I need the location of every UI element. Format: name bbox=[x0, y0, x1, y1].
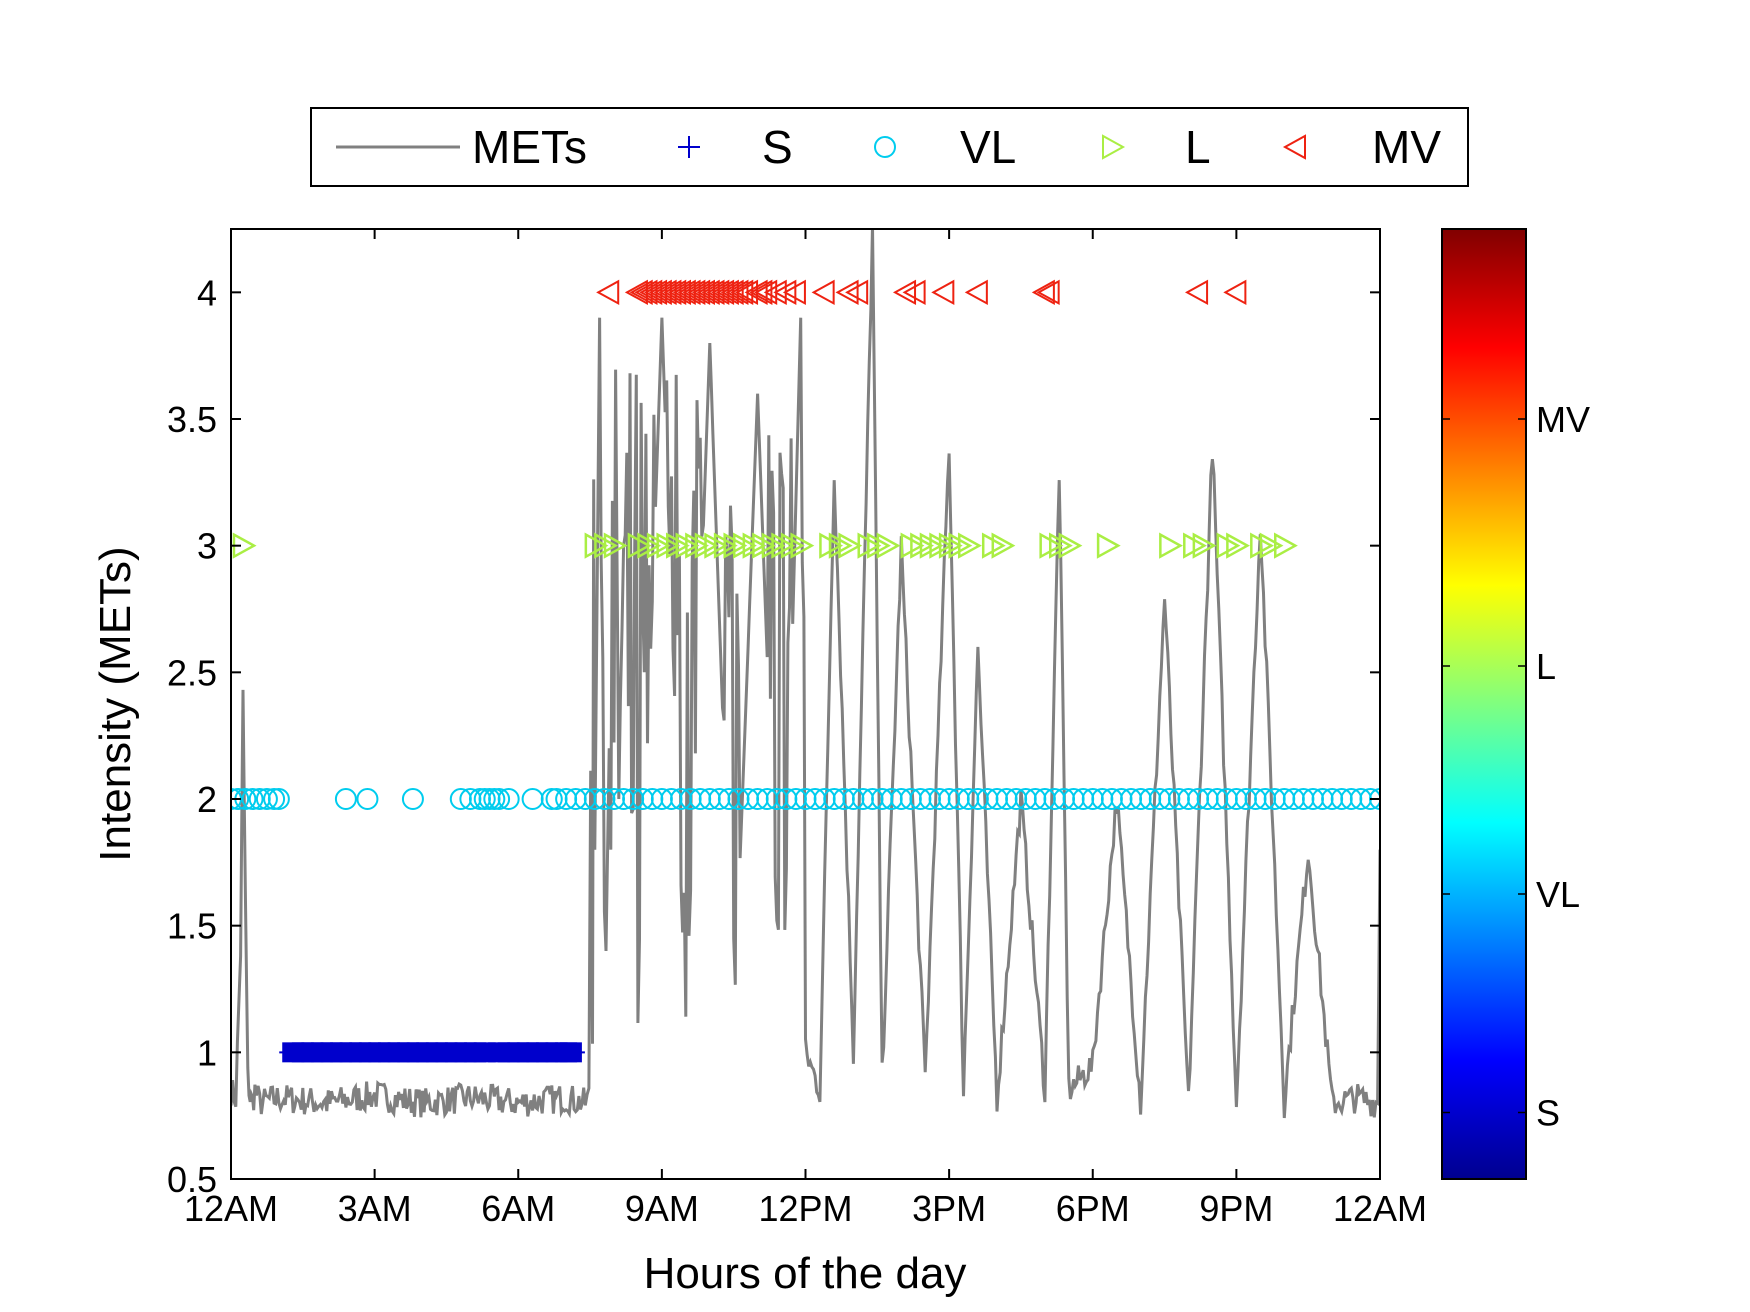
y-tick-label: 3 bbox=[197, 526, 217, 567]
marker-mv-point bbox=[845, 279, 869, 306]
colorbar-gradient bbox=[1441, 228, 1527, 1180]
marker-l-point bbox=[1159, 532, 1183, 559]
colorbar-labels: MV L VL S bbox=[1442, 399, 1590, 1134]
marker-mv-point bbox=[811, 279, 835, 306]
legend-box bbox=[310, 107, 1469, 187]
marker-mv-point bbox=[773, 279, 797, 306]
marker-vl-point bbox=[231, 788, 250, 810]
marker-mv-point bbox=[1031, 279, 1055, 306]
colorbar-label: S bbox=[1536, 1093, 1560, 1134]
legend-triangle-right-marker bbox=[1102, 134, 1126, 160]
y-tick-label: 3.5 bbox=[167, 399, 217, 440]
colorbar-label: VL bbox=[1536, 874, 1580, 915]
colorbar: MV L VL S bbox=[1441, 228, 1590, 1180]
y-axis: 0.5 1 1.5 2 2.5 3 3.5 4 bbox=[167, 272, 1380, 1200]
mets-line bbox=[231, 229, 1380, 1120]
legend-label-l: L bbox=[1185, 121, 1211, 173]
x-tick-label: 9AM bbox=[625, 1188, 699, 1229]
legend-label-vl: VL bbox=[960, 121, 1016, 173]
marker-series-mv bbox=[596, 279, 1247, 306]
colorbar-label: L bbox=[1536, 646, 1556, 687]
x-axis: 12AM 3AM 6AM 9AM 12PM 3PM 6PM 9PM 12AM bbox=[184, 229, 1427, 1229]
marker-l-point bbox=[1226, 532, 1250, 559]
marker-series-l bbox=[232, 532, 1298, 559]
legend: METs S VL L MV bbox=[310, 107, 1469, 187]
marker-vl-point bbox=[356, 788, 379, 810]
x-tick-label: 12AM bbox=[1333, 1188, 1427, 1229]
marker-mv-point bbox=[596, 279, 620, 306]
x-tick-label: 12PM bbox=[758, 1188, 852, 1229]
marker-mv-point bbox=[720, 279, 744, 306]
marker-mv-point bbox=[931, 279, 955, 306]
y-tick-label: 4 bbox=[197, 272, 217, 313]
marker-l-point bbox=[1259, 532, 1284, 559]
marker-vl-point bbox=[483, 788, 506, 810]
y-tick-label: 1.5 bbox=[167, 906, 217, 947]
marker-vl-point bbox=[473, 788, 496, 810]
legend-circle-marker bbox=[874, 136, 896, 158]
series-layer bbox=[231, 229, 1380, 1120]
marker-l-point bbox=[991, 532, 1016, 559]
marker-l-point bbox=[1274, 532, 1298, 559]
marker-vl-point bbox=[488, 788, 511, 810]
x-tick-label: 9PM bbox=[1199, 1188, 1273, 1229]
marker-mv-point bbox=[749, 279, 773, 306]
colorbar-label: MV bbox=[1536, 399, 1590, 440]
marker-vl-point bbox=[263, 788, 286, 810]
x-tick-label: 6AM bbox=[481, 1188, 555, 1229]
marker-mv-point bbox=[892, 279, 917, 306]
marker-s-point bbox=[556, 1042, 585, 1063]
marker-layer bbox=[231, 279, 1380, 1063]
marker-vl-point bbox=[1359, 788, 1380, 810]
marker-mv-point bbox=[1036, 279, 1060, 306]
marker-l-point bbox=[1058, 532, 1083, 559]
marker-vl-point bbox=[241, 788, 264, 810]
marker-vl-point bbox=[255, 788, 278, 810]
marker-l-point bbox=[1096, 532, 1121, 559]
legend-plus-marker bbox=[678, 136, 700, 158]
legend-triangle-left-marker bbox=[1282, 134, 1306, 160]
x-tick-label: 3AM bbox=[338, 1188, 412, 1229]
legend-label-mv: MV bbox=[1372, 121, 1441, 173]
marker-vl-point bbox=[540, 788, 563, 810]
marker-l-point bbox=[838, 532, 863, 559]
marker-vl-point bbox=[334, 788, 357, 810]
marker-l-point bbox=[1192, 532, 1217, 559]
y-tick-label: 1 bbox=[197, 1032, 217, 1073]
legend-label-s: S bbox=[762, 121, 793, 173]
marker-vl-point bbox=[267, 788, 290, 810]
y-axis-label: Intensity (METs) bbox=[91, 546, 140, 861]
marker-series-s bbox=[279, 1042, 585, 1063]
x-axis-label: Hours of the day bbox=[644, 1249, 967, 1298]
legend-label-mets: METs bbox=[472, 121, 587, 173]
marker-mv-point bbox=[1223, 279, 1247, 306]
x-tick-label: 6PM bbox=[1056, 1188, 1130, 1229]
marker-mv-point bbox=[1184, 279, 1209, 306]
marker-vl-point bbox=[401, 788, 424, 810]
x-tick-label: 12AM bbox=[184, 1188, 278, 1229]
y-tick-label: 2.5 bbox=[167, 652, 217, 693]
plot-area: 12AM 3AM 6AM 9AM 12PM 3PM 6PM 9PM 12AM 0.5 1 1.5 2 2… bbox=[91, 228, 1427, 1298]
marker-l-point bbox=[958, 532, 982, 559]
y-tick-label: 0.5 bbox=[167, 1159, 217, 1200]
marker-vl-point bbox=[497, 788, 520, 810]
marker-l-point bbox=[876, 532, 901, 559]
marker-mv-point bbox=[964, 279, 988, 306]
y-tick-label: 2 bbox=[197, 779, 217, 820]
marker-mv-point bbox=[902, 279, 926, 306]
marker-mv-point bbox=[782, 279, 806, 306]
marker-l-point bbox=[790, 532, 815, 559]
marker-l-point bbox=[603, 532, 628, 559]
marker-mv-point bbox=[835, 279, 859, 306]
x-tick-label: 3PM bbox=[912, 1188, 986, 1229]
